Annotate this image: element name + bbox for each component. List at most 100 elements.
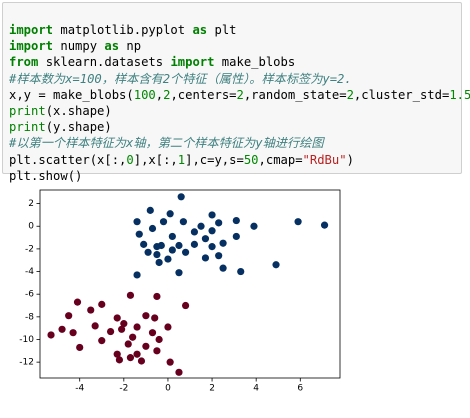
point (208, 211, 216, 219)
point (197, 222, 205, 230)
x-tick-label: 6 (297, 384, 303, 394)
point (148, 329, 157, 337)
code-cell[interactable]: import matplotlib.pyplot as plt import nu… (2, 2, 470, 183)
point (98, 300, 106, 308)
point (113, 314, 121, 322)
code-token: ,cluster_std= (353, 87, 450, 102)
code-token: matplotlib.pyplot (53, 23, 193, 37)
code-token: as (192, 23, 208, 37)
code-token: 1 (177, 152, 186, 167)
code-token: #以第一个样本特征为x轴，第二个样本特征为y轴进行绘图 (9, 136, 324, 151)
point (137, 357, 146, 365)
point (133, 323, 141, 331)
point (155, 258, 163, 267)
point (133, 350, 141, 358)
point (177, 193, 185, 201)
code-token: np (119, 39, 142, 54)
point (115, 356, 124, 364)
code-token: print (9, 120, 46, 135)
y-tick-label: 2 (28, 199, 34, 209)
code-token: 2 (163, 87, 171, 102)
point (201, 254, 210, 262)
point (153, 292, 161, 301)
point (106, 327, 115, 336)
point (151, 314, 159, 322)
code-token: plt (207, 23, 237, 37)
code-token: 2 (236, 87, 244, 102)
point (76, 343, 84, 352)
code-token: make_blobs (214, 55, 296, 70)
point (181, 301, 190, 310)
code-token: (x.shape) (45, 103, 112, 118)
code-token: 50 (243, 152, 259, 167)
point (146, 206, 154, 214)
code-token: import (9, 39, 54, 54)
y-tick-label: -8 (25, 312, 34, 322)
code-token: ,centers= (170, 87, 237, 102)
point (155, 335, 163, 344)
point (140, 240, 148, 248)
point (208, 243, 216, 251)
point (215, 219, 223, 227)
y-tick-label: -2 (25, 244, 34, 254)
point (179, 218, 187, 226)
point (126, 354, 135, 362)
x-tick-label: 4 (253, 384, 259, 394)
point (98, 337, 106, 345)
point (181, 248, 190, 256)
code-token: (y.shape) (45, 120, 112, 135)
point (219, 239, 227, 247)
point (126, 291, 135, 299)
point (124, 340, 132, 348)
point (113, 350, 121, 358)
point (118, 325, 126, 333)
point (87, 306, 95, 314)
point (164, 255, 172, 263)
point (73, 298, 82, 306)
code-token: as (104, 39, 120, 54)
point (159, 218, 168, 226)
point (69, 329, 77, 337)
point (153, 347, 161, 355)
code-line: from sklearn.datasets import make_blobs (9, 54, 461, 70)
code-token: from (9, 55, 39, 70)
point (164, 323, 172, 331)
code-line: plt.scatter(x[:,0],x[:,1],c=y,s=50,cmap=… (9, 152, 461, 168)
point (190, 240, 199, 248)
code-token: , (155, 87, 164, 102)
axes-frame (39, 189, 341, 379)
point (135, 230, 143, 238)
code-token: ,cmap= (258, 152, 303, 167)
point (144, 248, 152, 256)
code-token: 100 (133, 87, 156, 102)
y-tick-label: -6 (25, 290, 34, 300)
y-tick-label: -12 (19, 358, 34, 368)
code-line: #以第一个样本特征为x轴，第二个样本特征为y轴进行绘图 (9, 135, 461, 151)
point (142, 342, 150, 350)
point (294, 218, 302, 226)
point (65, 312, 73, 320)
code-line: plt.show() (9, 168, 461, 184)
code-line: import matplotlib.pyplot as plt (9, 22, 461, 38)
code-line: import numpy as np (9, 38, 461, 54)
code-token: ) (346, 152, 354, 167)
point (201, 235, 210, 243)
point (153, 243, 161, 251)
point (190, 228, 199, 236)
code-token: import (9, 23, 54, 37)
code-token: print (9, 103, 46, 118)
code-token: plt.show() (9, 168, 83, 183)
point (166, 358, 174, 366)
code-token: ],c=y,s= (185, 152, 244, 167)
point (175, 241, 183, 250)
point (168, 246, 176, 254)
code-token: ],x[:, (133, 152, 178, 167)
point (148, 224, 157, 233)
code-token: 0 (126, 152, 134, 167)
point (47, 331, 55, 339)
x-tick-label: 2 (209, 384, 215, 394)
code-token: 2 (346, 87, 354, 102)
point (237, 267, 245, 276)
